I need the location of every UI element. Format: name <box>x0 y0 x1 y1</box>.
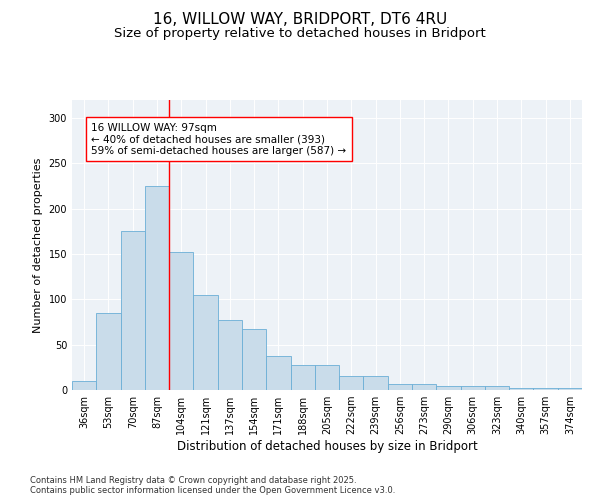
Bar <box>485 386 509 390</box>
X-axis label: Distribution of detached houses by size in Bridport: Distribution of detached houses by size … <box>176 440 478 453</box>
Bar <box>339 376 364 390</box>
Bar <box>461 386 485 390</box>
Y-axis label: Number of detached properties: Number of detached properties <box>33 158 43 332</box>
Bar <box>121 232 145 390</box>
Text: 16 WILLOW WAY: 97sqm
← 40% of detached houses are smaller (393)
59% of semi-deta: 16 WILLOW WAY: 97sqm ← 40% of detached h… <box>91 122 347 156</box>
Bar <box>315 364 339 390</box>
Bar <box>193 295 218 390</box>
Bar <box>388 384 412 390</box>
Bar <box>558 388 582 390</box>
Bar <box>145 186 169 390</box>
Bar <box>412 384 436 390</box>
Bar <box>364 376 388 390</box>
Text: Size of property relative to detached houses in Bridport: Size of property relative to detached ho… <box>114 28 486 40</box>
Bar <box>169 252 193 390</box>
Bar <box>533 388 558 390</box>
Bar <box>218 320 242 390</box>
Text: 16, WILLOW WAY, BRIDPORT, DT6 4RU: 16, WILLOW WAY, BRIDPORT, DT6 4RU <box>153 12 447 28</box>
Bar <box>436 386 461 390</box>
Text: Contains HM Land Registry data © Crown copyright and database right 2025.
Contai: Contains HM Land Registry data © Crown c… <box>30 476 395 495</box>
Bar <box>509 388 533 390</box>
Bar <box>290 364 315 390</box>
Bar <box>72 381 96 390</box>
Bar <box>242 330 266 390</box>
Bar <box>266 356 290 390</box>
Bar <box>96 313 121 390</box>
